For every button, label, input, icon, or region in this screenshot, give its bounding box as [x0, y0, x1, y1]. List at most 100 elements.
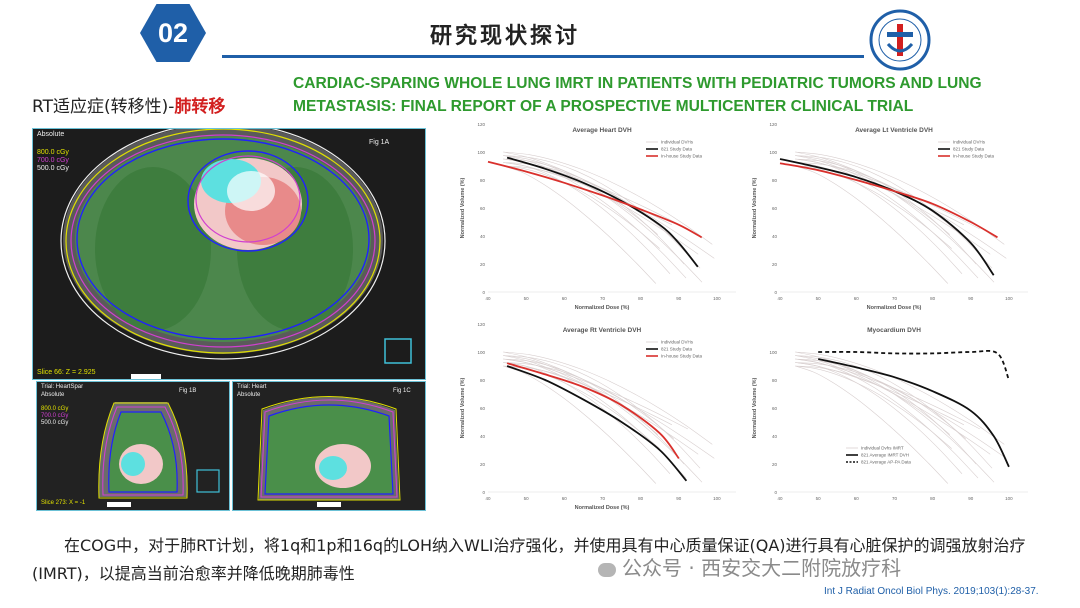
series-line-2	[818, 349, 1010, 381]
x-axis-label: Normalized Dose (%)	[867, 305, 922, 310]
myocardium-dvh-chart: Myocardium DVH 0 20 40 60 80 100 40 50 60 70 80 90 10…	[746, 314, 1036, 510]
x-tick-label: 50	[816, 496, 822, 501]
x-tick-label: 40	[485, 296, 491, 301]
individual-dvh-curve	[795, 162, 963, 275]
legend-label: In-house Study Data	[661, 354, 703, 359]
individual-dvh-curve	[795, 362, 966, 440]
legend-label: 821 Study Data	[661, 147, 693, 152]
y-tick-label: 120	[769, 122, 777, 127]
ct-c-graphic	[233, 382, 425, 510]
x-tick-label: 90	[968, 296, 974, 301]
heart-dvh-chart: Average Heart DVH 0 20 40 60 80 100 120 40 50 60 70…	[454, 114, 744, 310]
y-tick-label: 60	[480, 206, 486, 211]
y-axis-label: Normalized Volume (%)	[460, 177, 466, 238]
individual-dvh-curve	[795, 162, 966, 240]
individual-dvh-curves	[503, 151, 715, 284]
x-tick-label: 70	[892, 496, 898, 501]
y-axis-label: Normalized Volume (%)	[460, 377, 466, 438]
y-tick-label: 120	[477, 322, 485, 327]
ct-b-graphic	[37, 382, 229, 510]
individual-dvh-curve	[795, 351, 1005, 445]
legend-label: Individual DVHs	[661, 140, 694, 145]
body-paragraph: 在COG中，对于肺RT计划，将1q和1p和16q的LOH纳入WLI治疗强化，并使…	[32, 536, 1026, 583]
subtitle-highlight: 肺转移	[174, 97, 226, 117]
individual-dvh-curve	[795, 165, 950, 235]
y-tick-label: 40	[772, 434, 778, 439]
x-tick-label: 50	[524, 296, 530, 301]
series-line-2	[779, 162, 998, 239]
ct-b-trial: Trial: HeartSpar	[41, 384, 84, 390]
ct-main-dose-3: 500.0 cGy	[37, 165, 69, 172]
x-tick-label: 90	[968, 496, 974, 501]
individual-dvh-curve	[503, 165, 658, 235]
x-tick-label: 70	[600, 496, 606, 501]
x-tick-label: 60	[854, 496, 860, 501]
individual-dvh-curve	[503, 355, 701, 469]
legend-label: In-house Study Data	[661, 154, 703, 159]
ct-b-dose-1: 800.0 cGy	[41, 406, 69, 412]
y-tick-label: 20	[772, 462, 778, 467]
citation: Int J Radiat Oncol Biol Phys. 2019;103(1…	[824, 586, 1039, 597]
badge-number: 02	[157, 17, 189, 48]
ct-main-fig-label: Fig 1A	[369, 139, 390, 146]
individual-dvh-curve	[503, 362, 673, 426]
individual-dvh-curve	[795, 365, 949, 484]
y-tick-label: 100	[477, 150, 485, 155]
individual-dvh-curve	[503, 365, 657, 484]
legend-label: In-house Study Data	[953, 154, 995, 159]
individual-dvh-curve	[795, 358, 977, 465]
x-tick-label: 90	[676, 296, 682, 301]
x-tick-label: 100	[1005, 296, 1013, 301]
individual-dvh-curve	[795, 362, 965, 426]
individual-dvh-curve	[503, 358, 685, 465]
x-axis-label: Normalized Dose (%)	[575, 505, 630, 510]
ct-image-b: Trial: HeartSpar Absolute 800.0 cGy 700.…	[36, 381, 230, 511]
x-tick-label: 100	[713, 496, 721, 501]
y-tick-label: 80	[772, 178, 778, 183]
ct-b-absolute: Absolute	[41, 392, 65, 398]
individual-dvh-curve	[503, 151, 715, 259]
page-title: 研究现状探讨	[430, 24, 581, 49]
individual-dvh-curve	[503, 165, 660, 249]
legend-label: 821 Average AP-PA Data	[861, 460, 911, 465]
x-tick-label: 80	[638, 296, 644, 301]
rt-ventricle-dvh-chart: Average Rt Ventricle DVH 0 20 40 60 80 100 120 4…	[454, 314, 744, 510]
individual-dvh-curves	[795, 351, 1007, 484]
header-rule	[222, 55, 864, 58]
individual-dvh-curve	[795, 155, 993, 269]
y-tick-label: 80	[480, 378, 486, 383]
chart-title: Average Lt Ventricle DVH	[855, 127, 933, 134]
y-tick-label: 60	[772, 406, 778, 411]
x-tick-label: 70	[892, 296, 898, 301]
legend-label: Individual Dvhs IMRT	[861, 446, 904, 451]
hospital-logo	[869, 9, 931, 71]
legend-label: 821 Average IMRT DVH	[861, 453, 909, 458]
legend-label: 821 Study Data	[953, 147, 985, 152]
y-tick-label: 0	[482, 490, 485, 495]
y-tick-label: 0	[774, 290, 777, 295]
ct-main-absolute: Absolute	[37, 131, 65, 138]
lt-ventricle-dvh-chart: Average Lt Ventricle DVH 0 20 40 60 80 100 120 4…	[746, 114, 1036, 310]
individual-dvh-curve	[503, 362, 674, 440]
series-line-1	[506, 156, 699, 268]
chart-title: Average Heart DVH	[572, 127, 632, 134]
individual-dvh-curve	[503, 162, 674, 240]
series-line-2	[487, 160, 703, 239]
legend-label: 821 Study Data	[661, 347, 693, 352]
series-line-2	[506, 362, 680, 459]
y-tick-label: 0	[774, 490, 777, 495]
x-tick-label: 80	[930, 496, 936, 501]
ct-c-absolute: Absolute	[237, 392, 261, 398]
y-tick-label: 20	[772, 262, 778, 267]
chart-title: Myocardium DVH	[867, 327, 921, 334]
ct-b-dose-2: 700.0 cGy	[41, 413, 69, 419]
x-tick-label: 60	[562, 496, 568, 501]
x-tick-label: 60	[562, 296, 568, 301]
individual-dvh-curves	[795, 151, 1007, 284]
paper-title: CARDIAC-SPARING WHOLE LUNG IMRT IN PATIE…	[293, 75, 982, 115]
ct-main-graphic	[33, 129, 425, 379]
y-tick-label: 60	[772, 206, 778, 211]
section-subtitle: RT适应症(转移性)-肺转移	[32, 92, 225, 117]
section-number-badge: 02	[140, 4, 206, 62]
chart-title: Average Rt Ventricle DVH	[563, 327, 642, 334]
